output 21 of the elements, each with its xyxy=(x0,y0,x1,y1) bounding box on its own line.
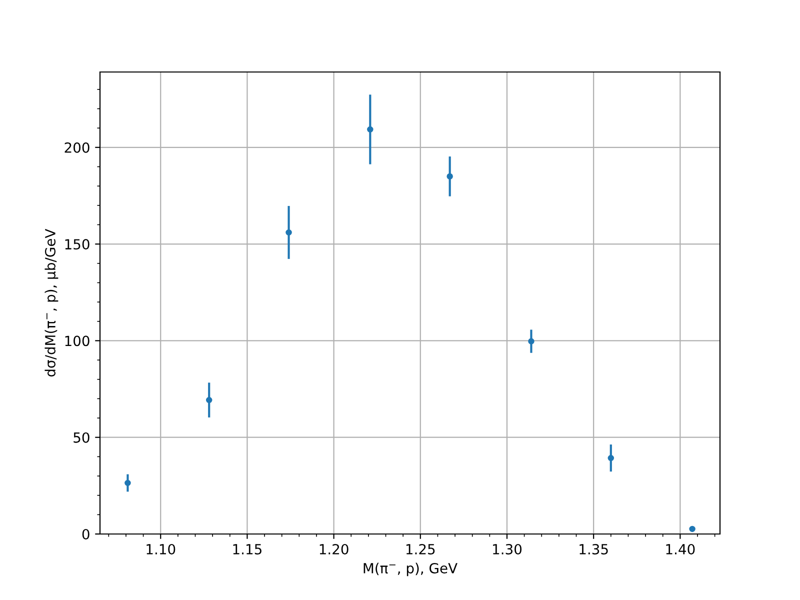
x-tick-label: 1.25 xyxy=(406,544,435,554)
y-tick-label: 200 xyxy=(64,142,90,153)
x-tick-label: 1.10 xyxy=(146,544,176,554)
x-tick-label: 1.40 xyxy=(666,544,695,554)
point xyxy=(608,454,614,462)
x-tick-label: 1.15 xyxy=(233,544,262,554)
point xyxy=(124,480,131,486)
x-tick-label: 1.20 xyxy=(320,544,348,554)
point xyxy=(286,229,292,236)
y-tick-label: 50 xyxy=(74,432,90,443)
y-tick-label: 150 xyxy=(65,239,90,250)
y-tick-label: 100 xyxy=(65,336,90,346)
x-tick-label: 1.30 xyxy=(493,544,522,554)
x-tick-label: 1.35 xyxy=(580,544,608,554)
point xyxy=(528,338,534,344)
point xyxy=(367,126,374,133)
point xyxy=(446,173,453,180)
y-axis-title: dσ/dM(π$^{−}$, p), μb/GeV xyxy=(44,228,58,377)
y-tick-label: 0 xyxy=(82,528,90,540)
point xyxy=(206,396,212,404)
x-axis-title: M(π$^{−}$, p), GeV xyxy=(364,562,458,576)
